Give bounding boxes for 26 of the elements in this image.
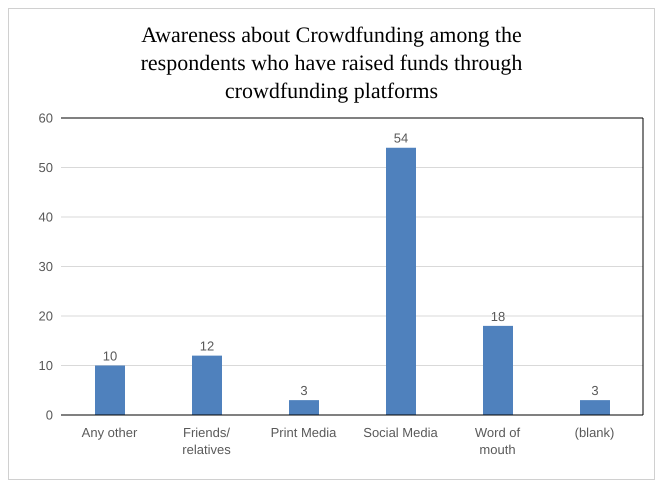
y-tick-label: 20 [38, 308, 53, 324]
y-tick-label: 40 [38, 210, 53, 225]
bar [386, 148, 416, 415]
x-tick-label: Word of mouth [474, 425, 521, 457]
bar [483, 326, 513, 415]
bar [192, 356, 222, 415]
data-label: 3 [300, 383, 308, 398]
y-tick-label: 10 [38, 358, 53, 374]
y-tick-label: 0 [46, 408, 53, 423]
y-tick-label: 30 [38, 259, 53, 274]
bar [289, 400, 319, 415]
x-tick-label: (blank) [574, 425, 614, 440]
x-tick-label: Social Media [363, 425, 438, 440]
data-label: 3 [591, 383, 599, 398]
x-tick-label: Any other [82, 425, 138, 440]
data-label: 12 [200, 338, 214, 354]
bar [95, 366, 125, 415]
x-tick-label: Print Media [270, 425, 338, 440]
bar [580, 400, 610, 415]
data-label: 18 [490, 308, 506, 324]
chart-title: Awareness about Crowdfunding among the respondents who have raised funds through crowdfunding platforms [140, 21, 524, 105]
y-tick-label: 60 [38, 110, 53, 126]
data-label: 10 [102, 348, 118, 364]
y-tick-label: 50 [38, 160, 53, 176]
x-tick-label: Friends/ relatives [182, 425, 232, 457]
data-label: 54 [394, 130, 408, 146]
